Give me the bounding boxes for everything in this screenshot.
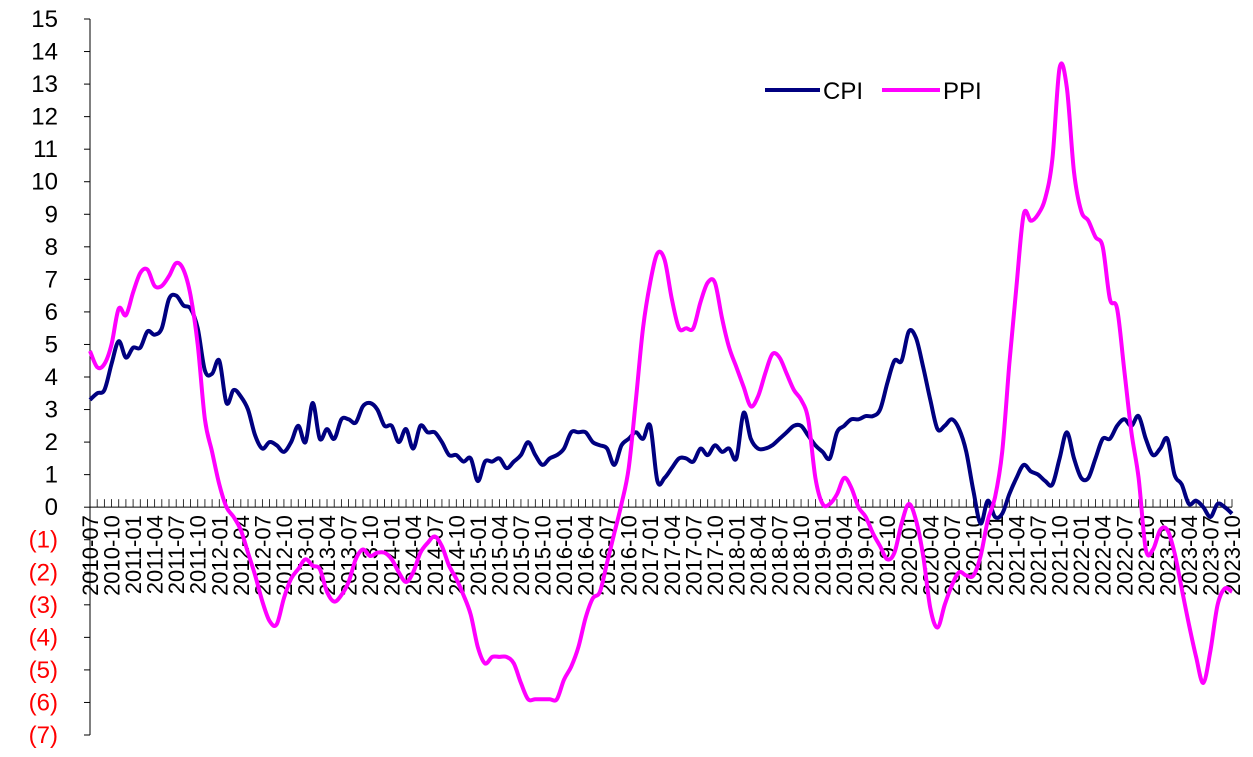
- y-tick-label: (6): [29, 689, 58, 716]
- legend: CPI PPI: [765, 78, 982, 105]
- x-tick-label: 2015-07: [509, 515, 534, 596]
- y-tick-label: (7): [29, 722, 58, 749]
- x-tick-label: 2019-10: [875, 515, 900, 596]
- x-tick-label: 2023-07: [1198, 515, 1223, 596]
- x-tick-label: 2021-07: [1026, 515, 1051, 596]
- x-tick-label: 2022-07: [1112, 515, 1137, 596]
- x-tick-label: 2018-04: [746, 515, 771, 596]
- series-line-ppi: [88, 61, 1234, 703]
- x-tick-label: 2016-10: [617, 515, 642, 596]
- x-tick-label: 2011-04: [143, 515, 168, 594]
- y-tick-label: (3): [29, 592, 58, 619]
- x-tick-label: 2012-07: [250, 515, 275, 596]
- x-tick-label: 2019-07: [854, 515, 879, 596]
- x-tick-label: 2018-01: [724, 515, 749, 596]
- x-tick-label: 2017-10: [703, 515, 728, 596]
- series-line-cpi: [88, 292, 1234, 526]
- x-tick-label: 2013-04: [315, 515, 340, 596]
- y-tick-label: 1: [45, 462, 58, 489]
- x-tick-label: 2014-01: [380, 515, 405, 596]
- y-tick-label: (2): [29, 559, 58, 586]
- legend-label-ppi: PPI: [943, 78, 982, 105]
- x-axis: 2010-072010-102011-012011-042011-072011-…: [78, 499, 1245, 596]
- x-tick-label: 2012-01: [207, 515, 232, 596]
- y-tick-label: 11: [33, 136, 58, 163]
- x-tick-label: 2021-04: [1005, 515, 1030, 596]
- y-axis: 1514131211109876543210(1)(2)(3)(4)(5)(6)…: [29, 6, 91, 749]
- x-tick-label: 2015-10: [530, 515, 555, 596]
- y-tick-label: (4): [29, 624, 58, 651]
- y-tick-label: 3: [45, 397, 58, 424]
- y-tick-label: 5: [45, 331, 58, 358]
- x-tick-label: 2017-04: [660, 515, 685, 596]
- x-tick-label: 2019-04: [832, 515, 857, 596]
- x-tick-label: 2013-01: [293, 515, 318, 596]
- x-tick-label: 2022-04: [1091, 515, 1116, 596]
- x-tick-label: 2010-07: [78, 515, 103, 596]
- series-layer: [88, 61, 1234, 703]
- x-tick-label: 2022-01: [1069, 515, 1094, 596]
- y-tick-label: 15: [31, 6, 58, 33]
- y-tick-label: 8: [45, 234, 58, 261]
- y-tick-label: 9: [45, 201, 58, 228]
- y-tick-label: (1): [29, 527, 58, 554]
- y-tick-label: 13: [31, 71, 58, 98]
- y-tick-label: 7: [45, 266, 58, 293]
- x-tick-label: 2011-01: [121, 515, 146, 594]
- x-tick-label: 2018-07: [768, 515, 793, 596]
- x-tick-label: 2021-10: [1048, 515, 1073, 596]
- x-tick-label: 2016-01: [552, 515, 577, 596]
- x-tick-label: 2019-01: [811, 515, 836, 596]
- y-tick-label: 14: [31, 39, 58, 66]
- legend-label-cpi: CPI: [823, 78, 863, 105]
- y-tick-label: 4: [45, 364, 58, 391]
- y-tick-label: (5): [29, 657, 58, 684]
- x-tick-label: 2015-04: [487, 515, 512, 596]
- x-tick-label: 2011-07: [164, 515, 189, 594]
- x-tick-label: 2023-10: [1220, 515, 1245, 596]
- x-tick-label: 2011-10: [186, 515, 211, 594]
- x-tick-label: 2017-07: [681, 515, 706, 596]
- x-tick-label: 2015-01: [466, 515, 491, 596]
- x-tick-label: 2010-10: [100, 515, 125, 596]
- y-tick-label: 6: [45, 299, 58, 326]
- x-tick-label: 2018-10: [789, 515, 814, 596]
- y-tick-label: 12: [31, 104, 58, 131]
- x-tick-label: 2016-04: [574, 515, 599, 596]
- y-tick-label: 10: [31, 169, 58, 196]
- x-tick-label: 2012-10: [272, 515, 297, 596]
- y-tick-label: 0: [45, 494, 58, 521]
- x-tick-label: 2017-01: [638, 515, 663, 596]
- y-tick-label: 2: [45, 429, 58, 456]
